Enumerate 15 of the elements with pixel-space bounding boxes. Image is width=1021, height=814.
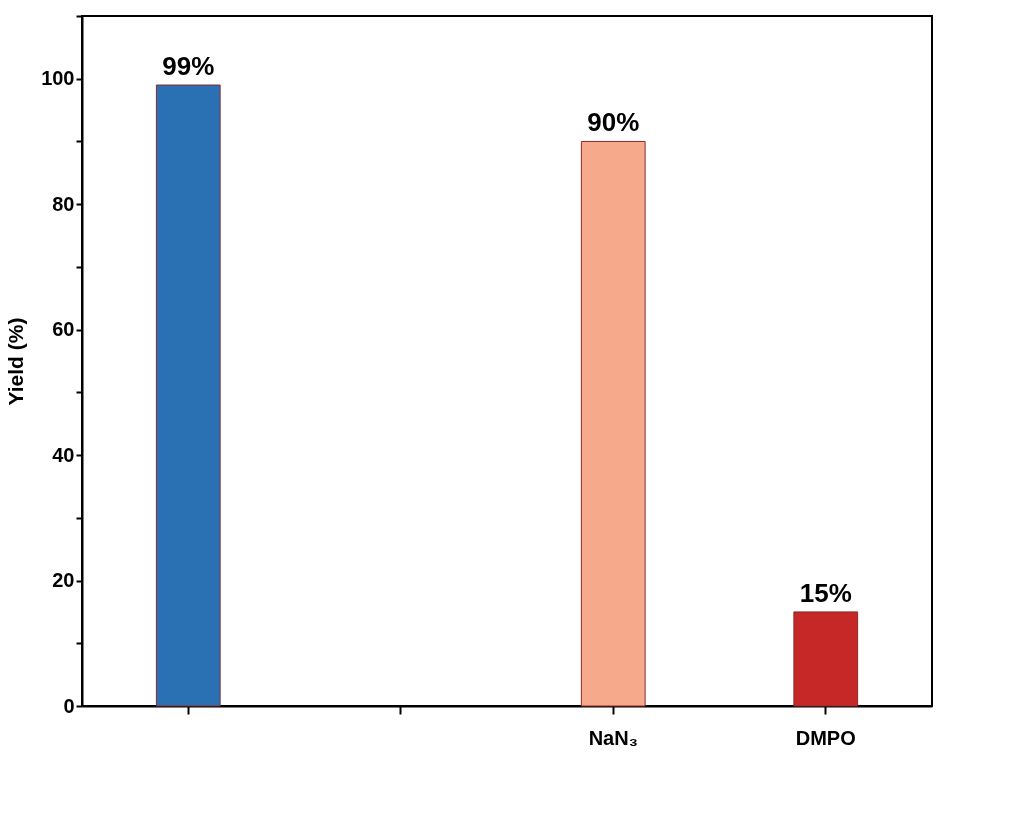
bar	[155, 84, 221, 707]
data-label: 15%	[799, 577, 852, 608]
y-tick-label: 80	[52, 192, 75, 215]
data-label: 90%	[587, 107, 640, 138]
bar	[580, 140, 646, 707]
y-tick-label: 60	[52, 318, 75, 341]
data-label: 99%	[162, 51, 215, 81]
y-tick-label: 0	[63, 694, 75, 717]
x-tick-label: NaN₃	[588, 726, 638, 749]
y-tick-label: 100	[41, 67, 75, 90]
y-tick-label: 40	[52, 443, 75, 466]
bar	[793, 611, 859, 707]
y-axis-title: Yield (%)	[4, 317, 28, 406]
x-tick-label: DMPO	[795, 726, 856, 749]
y-tick-label: 20	[52, 569, 75, 592]
